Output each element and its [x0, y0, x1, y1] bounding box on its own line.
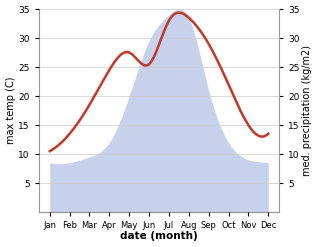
Y-axis label: med. precipitation (kg/m2): med. precipitation (kg/m2) — [302, 45, 313, 176]
Y-axis label: max temp (C): max temp (C) — [5, 77, 16, 144]
X-axis label: date (month): date (month) — [120, 231, 198, 242]
